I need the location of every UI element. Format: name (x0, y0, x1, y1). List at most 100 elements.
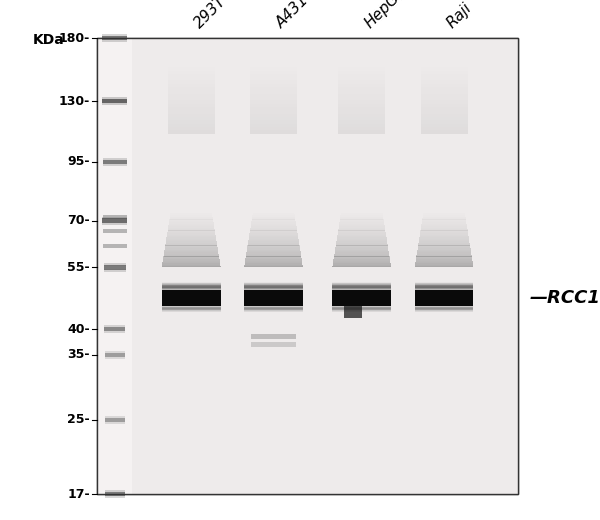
Bar (103, 229, 127, 233)
Bar (335, 252, 389, 254)
Bar (415, 290, 473, 306)
Bar (421, 228, 467, 229)
Bar (337, 240, 387, 241)
Bar (250, 229, 297, 230)
Bar (415, 283, 473, 287)
Bar (168, 90, 215, 94)
Bar (338, 100, 385, 103)
Bar (244, 266, 303, 267)
Bar (338, 124, 385, 127)
Bar (167, 232, 215, 233)
Bar (416, 259, 472, 261)
Bar (423, 214, 465, 215)
Bar (244, 285, 303, 289)
Bar (245, 258, 302, 259)
Bar (420, 233, 468, 235)
Bar (250, 100, 297, 103)
Bar (104, 331, 125, 333)
Bar (340, 218, 383, 219)
Bar (170, 213, 212, 214)
Bar (103, 160, 127, 164)
Bar (105, 492, 125, 497)
Bar (168, 124, 215, 127)
Bar (421, 225, 467, 226)
Bar (167, 236, 216, 238)
Bar (169, 224, 214, 225)
Bar (421, 130, 467, 134)
Bar (244, 290, 303, 306)
Bar (332, 266, 391, 267)
Bar (105, 422, 125, 424)
Bar (103, 215, 127, 219)
Bar (335, 247, 388, 249)
Bar (244, 283, 303, 286)
Bar (333, 263, 391, 265)
Bar (332, 287, 391, 290)
Bar (252, 217, 295, 218)
Bar (244, 286, 303, 289)
Bar (166, 240, 217, 241)
Bar (103, 103, 127, 105)
Bar (415, 287, 473, 290)
Bar (247, 250, 300, 251)
Bar (162, 265, 220, 266)
Bar (103, 36, 127, 41)
Bar (250, 230, 297, 232)
Bar (168, 107, 215, 110)
Bar (418, 250, 471, 251)
Bar (250, 84, 297, 87)
Bar (332, 306, 391, 309)
Bar (168, 127, 215, 130)
Bar (415, 285, 473, 288)
Bar (247, 248, 300, 250)
Bar (338, 229, 385, 230)
Bar (340, 221, 384, 223)
Bar (244, 309, 303, 313)
Bar (416, 256, 472, 258)
Bar (251, 334, 296, 340)
Bar (169, 221, 214, 223)
Bar (332, 286, 391, 289)
Bar (250, 74, 297, 77)
Bar (168, 84, 215, 87)
Bar (162, 309, 221, 313)
Bar (340, 215, 383, 217)
Bar (162, 283, 221, 286)
Bar (418, 248, 470, 250)
Bar (421, 84, 467, 87)
Bar (250, 81, 297, 84)
Bar (168, 74, 215, 77)
Bar (332, 309, 391, 312)
Bar (163, 259, 220, 261)
Text: 35-: 35- (68, 348, 90, 361)
Bar (418, 247, 470, 249)
Bar (415, 284, 473, 287)
Bar (168, 71, 215, 74)
Bar (338, 84, 385, 87)
Bar (337, 235, 386, 236)
Text: 180-: 180- (59, 32, 90, 45)
Bar (166, 241, 217, 243)
Text: KDa: KDa (32, 33, 64, 47)
Bar (338, 120, 385, 124)
Bar (105, 416, 125, 418)
Bar (334, 258, 390, 259)
Bar (332, 290, 391, 306)
Bar (416, 261, 473, 262)
Bar (247, 252, 301, 254)
Bar (162, 263, 220, 265)
Bar (250, 232, 298, 233)
Bar (338, 90, 385, 94)
Bar (162, 285, 221, 288)
Bar (338, 74, 385, 77)
Bar (417, 251, 471, 252)
Bar (244, 282, 303, 285)
Bar (252, 218, 295, 219)
Bar (250, 127, 297, 130)
Bar (421, 97, 467, 100)
Bar (162, 282, 221, 285)
Bar (332, 282, 391, 285)
Bar (246, 254, 301, 255)
Bar (248, 240, 299, 241)
Bar (162, 285, 221, 289)
